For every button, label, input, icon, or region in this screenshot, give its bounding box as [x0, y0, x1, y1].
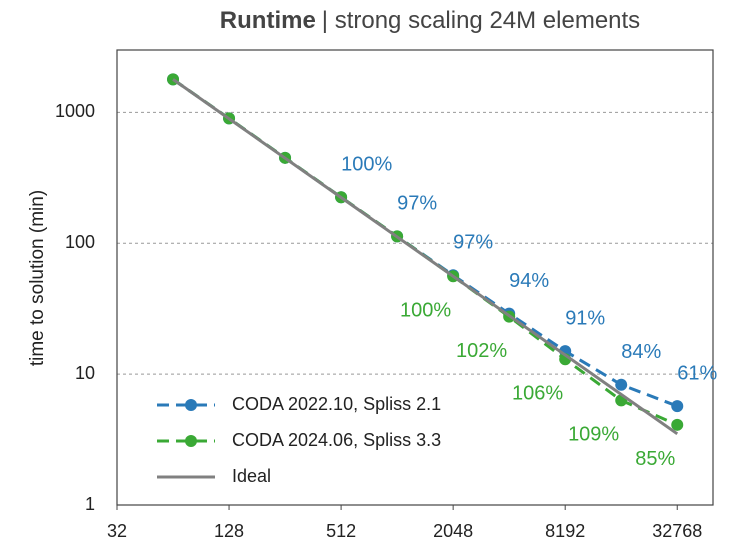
efficiency-label: 61%: [677, 362, 717, 384]
y-axis-label: time to solution (min): [27, 190, 48, 366]
y-tick-label: 10: [75, 363, 95, 383]
title-bold: Runtime: [220, 7, 316, 34]
efficiency-label: 84%: [621, 341, 661, 363]
x-tick-label: 32: [107, 521, 127, 541]
y-tick-label: 1000: [55, 101, 95, 121]
efficiency-label: 97%: [397, 193, 437, 215]
efficiency-label: 109%: [568, 424, 619, 446]
series-line: [172, 78, 679, 436]
efficiency-label: 97%: [453, 232, 493, 254]
legend-marker: [185, 435, 197, 447]
data-point: [671, 400, 684, 413]
plot-frame: [116, 49, 714, 506]
efficiency-label: 100%: [341, 153, 392, 175]
efficiency-label: 100%: [400, 300, 451, 322]
efficiency-label: 85%: [635, 448, 675, 470]
x-tick-label: 8192: [545, 521, 585, 541]
efficiency-label: 106%: [512, 383, 563, 405]
chart-title: Runtime | strong scaling 24M elements: [220, 7, 640, 34]
data-point: [615, 378, 628, 391]
y-tick-label: 1: [85, 494, 95, 514]
efficiency-label: 91%: [565, 307, 605, 329]
x-tick-label: 2048: [433, 521, 473, 541]
legend-label: CODA 2024.06, Spliss 3.3: [232, 430, 441, 450]
x-tick-label: 32768: [652, 521, 702, 541]
legend-label: CODA 2022.10, Spliss 2.1: [232, 394, 441, 414]
title-rest: | strong scaling 24M elements: [322, 7, 640, 34]
data-point: [671, 418, 684, 431]
legend-label: Ideal: [232, 466, 271, 486]
y-tick-label: 100: [65, 232, 95, 252]
series-line: [172, 78, 678, 408]
legend-marker: [185, 399, 197, 411]
x-tick-label: 128: [214, 521, 244, 541]
efficiency-label: 102%: [456, 340, 507, 362]
x-tick-label: 512: [326, 521, 356, 541]
efficiency-label: 94%: [509, 270, 549, 292]
